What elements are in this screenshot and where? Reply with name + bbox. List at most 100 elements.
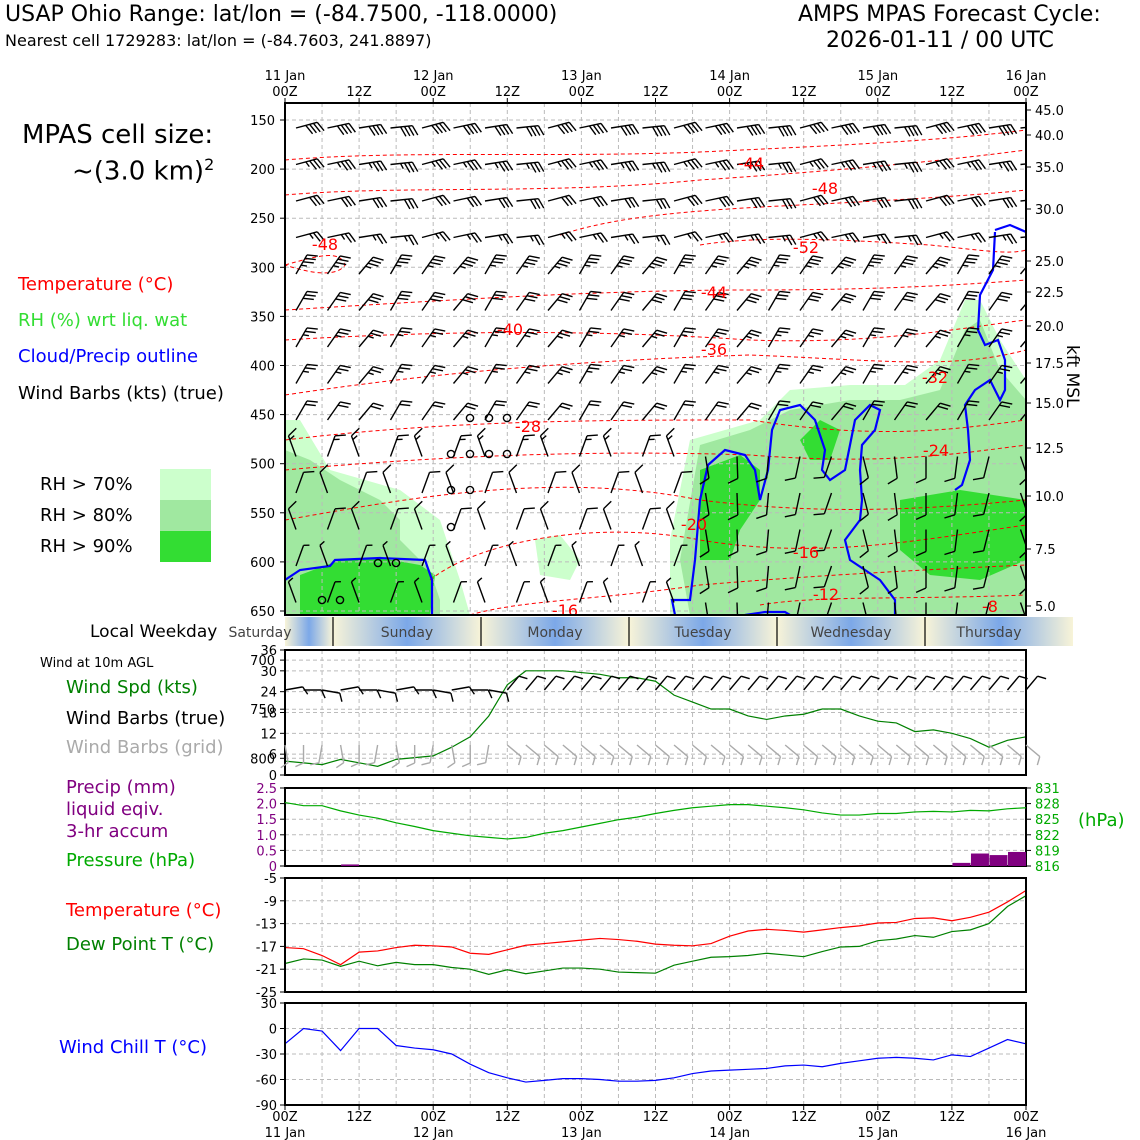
barb-flag <box>779 363 791 367</box>
barb-flag <box>310 762 320 766</box>
temp-contour <box>699 238 1026 253</box>
barb-flag <box>498 161 506 172</box>
barb-flag <box>397 434 409 437</box>
barb-flag <box>925 756 930 766</box>
barb-flag <box>690 195 699 206</box>
barb-staff <box>321 689 340 694</box>
barb-half-flag <box>477 577 483 583</box>
barb-flag <box>537 675 547 680</box>
xs-wind-barb <box>476 427 486 457</box>
barb-flag <box>748 259 760 264</box>
barb-half-flag <box>554 265 561 269</box>
barb-flag <box>880 161 888 172</box>
xs-wind-barb <box>358 329 384 348</box>
barb-flag <box>555 756 559 766</box>
xs-wind-barb <box>421 158 451 170</box>
temp-contour <box>469 564 1026 615</box>
barb-flag <box>431 124 440 135</box>
barb-flag <box>555 675 565 680</box>
weekday-cell <box>629 617 777 646</box>
xs-wind-barb <box>484 290 507 311</box>
barb-flag <box>628 234 636 245</box>
barb-flag <box>586 297 598 301</box>
barb-flag <box>367 299 379 304</box>
barb-flag <box>840 262 852 267</box>
xs-wind-barb <box>673 400 696 421</box>
barb-flag <box>721 756 726 766</box>
xs-wind-barb <box>859 529 870 559</box>
legend-wind-barbs-grid: Wind Barbs (grid) <box>66 737 224 758</box>
barb-flag <box>666 675 676 680</box>
barb-flag <box>999 295 1011 299</box>
xs-wind-barb <box>295 327 318 348</box>
cross-section-wind-barbs <box>287 121 1026 615</box>
xs-wind-barb <box>799 121 829 135</box>
barb-staff <box>641 581 651 603</box>
barb-staff <box>692 675 705 691</box>
barb-flag <box>750 329 762 334</box>
wind-barb-grid <box>784 744 800 766</box>
barb-flag <box>592 197 601 208</box>
barb-flag <box>703 756 708 766</box>
barb-flag <box>588 367 600 370</box>
barb-flag <box>934 299 946 304</box>
barb-flag <box>1018 675 1028 680</box>
barb-flag <box>470 123 479 134</box>
barb-staff <box>665 581 675 603</box>
barb-flag <box>470 196 479 207</box>
wind-barb-true <box>710 675 732 691</box>
xs-wind-barb <box>326 291 351 311</box>
pressure-unit-label: (hPa) <box>1078 810 1125 831</box>
barb-staff <box>951 675 965 691</box>
barb-flag <box>904 368 916 372</box>
barb-flag <box>813 476 825 479</box>
barb-flag <box>651 126 659 137</box>
barb-flag <box>873 400 885 403</box>
xs-wind-barb <box>641 365 668 384</box>
barb-flag <box>888 756 893 766</box>
xs-wind-barb <box>1020 234 1026 239</box>
barb-flag <box>656 256 668 261</box>
xs-wind-barb <box>1019 565 1026 595</box>
barb-staff <box>445 545 455 567</box>
barb-staff <box>914 675 927 691</box>
y2-tick-label: 819 <box>1035 844 1060 859</box>
barb-staff <box>803 744 818 758</box>
barb-flag <box>998 126 1006 136</box>
barb-flag <box>461 762 471 768</box>
xs-wind-barb <box>813 492 833 516</box>
barb-flag <box>820 231 829 241</box>
wind-barb-grid <box>310 744 323 766</box>
barb-half-flag <box>840 162 846 168</box>
barb-half-flag <box>508 540 514 546</box>
barb-flag <box>873 327 885 330</box>
barb-staff <box>766 744 781 758</box>
barb-flag <box>1002 198 1010 209</box>
top-hour-label: 00Z <box>569 85 595 100</box>
xs-wind-barb <box>350 577 360 603</box>
barb-staff <box>765 456 770 479</box>
barb-flag <box>659 162 667 173</box>
barb-half-flag <box>840 335 847 339</box>
barb-staff <box>951 744 967 758</box>
xs-wind-barb <box>925 158 955 170</box>
calm-wind-marker <box>465 485 475 495</box>
barb-flag <box>687 160 695 170</box>
barb-flag <box>304 257 316 261</box>
barb-flag <box>750 125 758 136</box>
barb-staff <box>508 472 518 494</box>
xs-wind-barb <box>390 125 419 137</box>
barb-half-flag <box>651 335 658 339</box>
barb-flag <box>525 126 533 137</box>
xs-wind-barb <box>893 255 918 275</box>
xs-wind-barb <box>578 254 602 275</box>
barb-staff <box>395 744 400 763</box>
y-tick-label: 0 <box>269 769 277 784</box>
barb-half-flag <box>634 540 640 546</box>
barb-flag <box>966 294 978 297</box>
temp-contour-label: -8 <box>982 597 998 616</box>
xs-wind-barb <box>673 121 703 135</box>
barb-flag <box>397 507 409 510</box>
barb-half-flag <box>935 161 940 168</box>
